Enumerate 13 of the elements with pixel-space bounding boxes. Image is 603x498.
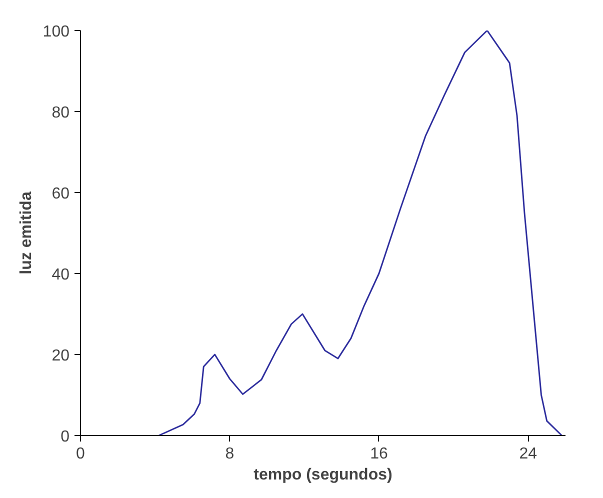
y-tick-label: 80 [52, 104, 70, 122]
y-tick-label: 20 [52, 348, 70, 364]
x-axis-title: tempo (segundos) [254, 466, 392, 484]
y-axis-title: luz emitida [18, 192, 35, 274]
y-tick-label: 100 [42, 24, 70, 40]
x-tick-label: 8 [225, 446, 234, 462]
y-tick-label: 40 [52, 266, 70, 284]
y-tick-label: 60 [52, 186, 70, 202]
line-series [158, 30, 563, 436]
x-tick-label: 16 [370, 446, 388, 462]
x-tick-label: 0 [76, 446, 86, 462]
x-tick-label: 24 [519, 446, 538, 462]
y-tick-label: 0 [60, 428, 70, 446]
